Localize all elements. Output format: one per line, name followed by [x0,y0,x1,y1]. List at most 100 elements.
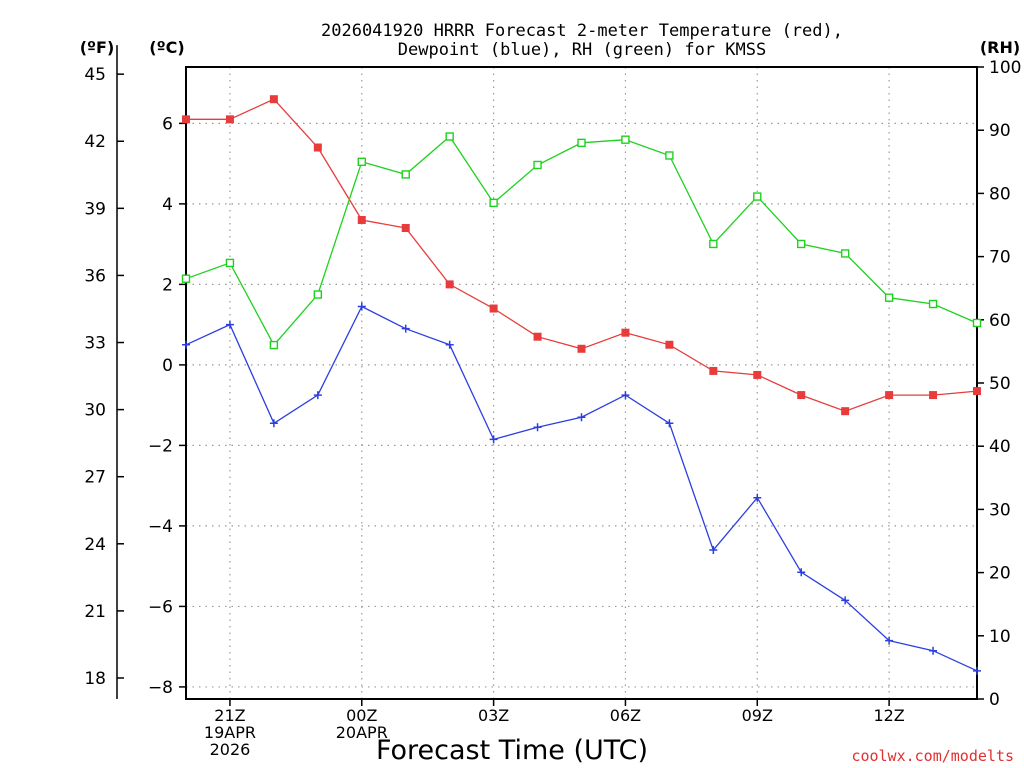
rh-tick-label: 100 [989,58,1021,78]
2-meter-temperature-point [841,407,850,416]
chart-title-line2: Dewpoint (blue), RH (green) for KMSS [398,40,766,60]
fahrenheit-tick-label: 33 [84,334,106,354]
dewpoint-point [841,596,850,605]
2-meter-temperature-point [269,95,278,104]
dewpoint-point [885,636,894,645]
2-meter-temperature-point [225,115,234,124]
rh-tick-label: 90 [989,121,1011,141]
dewpoint-point [621,391,630,400]
rh-point [797,239,806,249]
2-meter-temperature-point [621,328,630,337]
rh-tick-label: 50 [989,374,1011,394]
dewpoint-line [185,305,978,672]
rh-point [621,135,630,144]
dewpoint-point [182,340,190,349]
2-meter-temperature-point [797,391,806,400]
2-meter-temperature-point [357,215,366,224]
celsius-tick-label: −6 [148,597,173,617]
rh-point [709,239,718,249]
rh-tick-label: 20 [989,564,1011,584]
x-tick-label: 21Z [214,706,245,725]
rh-tick-label: 60 [989,311,1011,331]
gridlines [186,67,977,699]
x-tick-label: 2026 [210,740,251,759]
fahrenheit-tick-label: 45 [84,65,106,85]
2-meter-temperature-point [709,366,718,375]
2-meter-temperature-point [885,391,894,400]
rh-point [181,274,191,283]
rh-point [313,290,323,299]
dewpoint-point [973,666,981,675]
rh-tick-label: 0 [989,690,1000,710]
2-meter-temperature-point [665,340,674,349]
2-meter-temperature-point [753,370,762,379]
rh-point [269,340,279,350]
dewpoint-point [313,391,322,400]
fahrenheit-tick-label: 27 [84,468,106,488]
dewpoint-point [401,324,410,333]
fahrenheit-tick-label: 39 [84,199,106,219]
rh-tick-label: 10 [989,627,1011,647]
rh-point [445,132,454,141]
celsius-unit-label: (ºC) [149,38,184,57]
fahrenheit-tick-label: 21 [84,602,106,622]
celsius-tick-label: 2 [162,275,173,295]
dewpoint-point [577,413,586,422]
fahrenheit-tick-label: 24 [84,535,106,555]
fahrenheit-unit-label: (ºF) [80,38,115,57]
rh-tick-label: 30 [989,500,1011,520]
fahrenheit-tick-label: 30 [84,401,106,421]
rh-point [489,198,498,208]
x-tick-label: 20APR [336,723,388,742]
celsius-tick-label: −4 [148,517,173,537]
x-tick-label: 06Z [610,706,641,725]
rh-point [840,249,850,258]
chart-title-line1: 2026041920 HRRR Forecast 2-meter Tempera… [321,21,843,41]
rh-unit-label: (RH) [980,38,1020,57]
rh-point [577,138,586,148]
rh-point [533,160,542,170]
celsius-tick-label: 0 [162,356,173,376]
2-meter-temperature-point [401,224,410,233]
credit-text: coolwx.com/modelts [851,747,1014,765]
dewpoint-point [489,435,498,444]
2-meter-temperature-point [533,332,542,341]
rh-point [225,258,235,268]
x-tick-label: 03Z [478,706,509,725]
celsius-tick-label: 4 [162,195,173,215]
fahrenheit-tick-label: 36 [84,266,106,286]
rh-point [884,293,894,302]
fahrenheit-tick-label: 18 [84,669,106,689]
celsius-tick-label: 6 [162,114,173,134]
plot-frame [185,66,978,700]
2-meter-temperature-point [489,304,498,313]
celsius-tick-label: −2 [148,436,173,456]
2-meter-temperature-point [973,387,981,396]
x-tick-label: 09Z [742,706,773,725]
dewpoint-point [753,493,762,502]
x-tick-label: 19APR [204,723,256,742]
2-meter-temperature-point [577,344,586,353]
x-axis-title: Forecast Time (UTC) [376,735,648,766]
2-meter-temperature-point [313,143,322,152]
dewpoint-point [357,302,366,311]
rh-point [357,157,366,167]
dewpoint-point [225,320,234,329]
rh-line [185,135,978,347]
rh-point [928,299,938,309]
rh-point [753,192,762,201]
x-tick-label: 12Z [873,706,904,725]
2-meter-temperature-point [445,280,454,289]
dewpoint-point [797,568,806,577]
rh-tick-label: 70 [989,248,1011,268]
fahrenheit-tick-label: 42 [84,132,106,152]
rh-point [401,170,410,179]
celsius-tick-label: −8 [148,678,173,698]
dewpoint-point [709,546,718,555]
2-meter-temperature-point [929,391,938,400]
2-meter-temperature-point [182,115,190,124]
rh-tick-label: 80 [989,184,1011,204]
dewpoint-point [269,419,278,428]
